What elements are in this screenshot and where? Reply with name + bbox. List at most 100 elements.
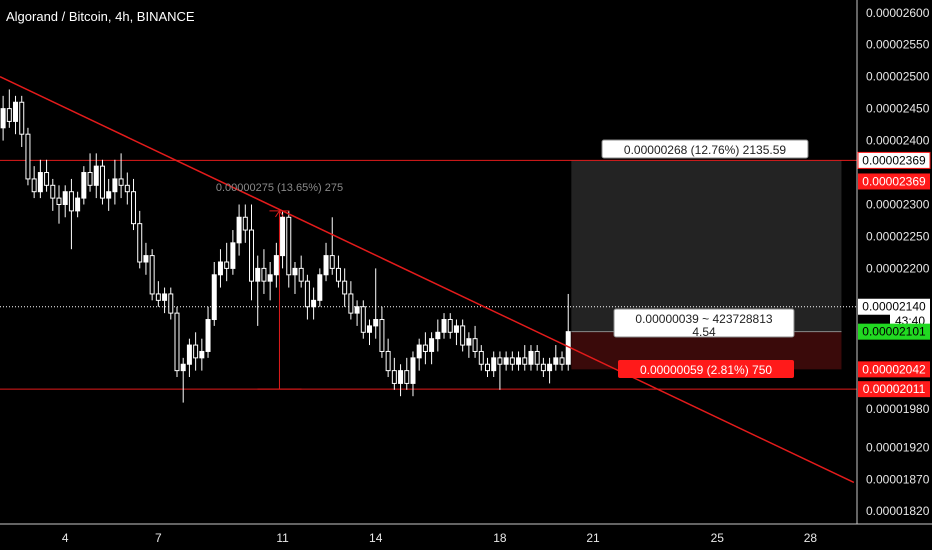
candle-body — [429, 338, 435, 352]
candle-body — [37, 172, 43, 193]
candle-body — [118, 178, 124, 186]
candle-body — [466, 338, 472, 346]
price-tag-box — [858, 173, 930, 190]
candle-body — [422, 344, 428, 352]
time-tick-label: 25 — [711, 531, 725, 545]
candle-body — [186, 344, 192, 365]
time-tick-label: 7 — [155, 531, 162, 545]
candle-body — [391, 370, 397, 384]
candle-body — [56, 197, 62, 205]
candle-body — [0, 108, 6, 129]
candle-body — [224, 261, 230, 269]
price-tag: 0.00002140 — [858, 298, 930, 315]
candle-body — [149, 255, 155, 295]
candle-body — [99, 165, 105, 199]
entry-label-box — [613, 308, 795, 338]
reference-lines — [0, 159, 857, 390]
price-tag-box — [858, 381, 930, 398]
candle-body — [280, 216, 286, 257]
time-tick-label: 28 — [804, 531, 818, 545]
target-label-text: 0.00000268 (12.76%) 2135.59 — [624, 143, 786, 157]
candle-body — [13, 101, 19, 122]
price-tag: 0.00002042 — [858, 361, 930, 378]
time-tick-label: 21 — [586, 531, 600, 545]
annotation-labels: 0.00000275 (13.65%) 275 0.00000268 (12.76… — [216, 139, 809, 378]
price-tick-label: 0.00002500 — [866, 70, 930, 84]
price-axis[interactable]: 0.00002600 0.00002550 0.00002500 0.00002450… — [866, 6, 930, 518]
candle-body — [447, 319, 453, 333]
candle-body — [168, 293, 174, 314]
candle-body — [329, 255, 335, 269]
price-tick-label: 0.00001820 — [866, 504, 930, 518]
candle-body — [193, 344, 199, 359]
candle-body — [50, 184, 56, 199]
price-tag: 0.00002011 — [858, 381, 930, 398]
candle-body — [317, 274, 323, 301]
price-tick-label: 0.00002550 — [866, 38, 930, 52]
time-axis[interactable]: 4 7 11 14 18 21 25 28 — [62, 531, 818, 545]
candle-body — [25, 133, 31, 180]
candle-body — [472, 338, 478, 352]
price-tag: 0.00002101 — [858, 323, 930, 340]
price-tag-box — [857, 151, 931, 169]
candle-body — [75, 197, 81, 212]
price-tick-label: 0.00002600 — [866, 6, 930, 20]
price-tag-box — [858, 298, 930, 315]
candle-body — [19, 101, 25, 135]
candle-body — [509, 357, 515, 365]
candle-body — [342, 280, 348, 295]
candle-body — [491, 357, 497, 372]
price-tag-text: 0.00002369 — [862, 174, 926, 188]
candle-body — [348, 293, 354, 314]
candle-body — [62, 191, 68, 205]
stop-label: 0.00000059 (2.81%) 750 — [618, 360, 794, 378]
candle-body — [367, 325, 373, 333]
time-tick-label: 11 — [276, 531, 289, 545]
price-tick-label: 0.00001980 — [866, 402, 930, 416]
price-tick-label: 0.00002300 — [866, 197, 930, 211]
candle-body — [547, 363, 553, 372]
target-label: 0.00000268 (12.76%) 2135.59 — [601, 139, 809, 159]
candle-body — [124, 184, 130, 193]
time-tick-label: 18 — [493, 531, 507, 545]
candle-body — [323, 255, 329, 276]
candle-body — [503, 357, 509, 365]
candle-series — [0, 89, 571, 403]
candle-body — [398, 370, 404, 384]
candle-body — [255, 267, 261, 282]
candle-body — [106, 191, 112, 199]
candle-body — [416, 344, 422, 359]
price-tag-text: 0.00002140 — [862, 300, 926, 314]
price-tick-label: 0.00001870 — [866, 472, 930, 486]
candle-body — [435, 331, 441, 340]
trendline — [0, 76, 855, 484]
candle-body — [441, 319, 447, 333]
candle-body — [534, 350, 540, 365]
candle-body — [137, 223, 143, 263]
candle-body — [217, 261, 223, 276]
candle-body — [540, 363, 546, 372]
price-tick-label: 0.00002400 — [866, 134, 930, 148]
candle-body — [410, 357, 416, 384]
candle-body — [87, 172, 93, 186]
candle-body — [522, 357, 528, 365]
price-tag-text: 0.00002101 — [862, 325, 926, 339]
candle-body — [497, 357, 503, 365]
candle-body — [174, 312, 180, 372]
price-tag-text: 0.00002042 — [862, 362, 926, 376]
candle-body — [385, 350, 391, 372]
entry-label-text: 4.54 — [692, 325, 716, 339]
candle-body — [199, 350, 205, 359]
stop-label-box — [618, 360, 794, 378]
price-tag: 0.00002369 — [857, 151, 931, 169]
candle-body — [230, 242, 236, 269]
measure-label: 0.00000275 (13.65%) 275 — [216, 182, 343, 194]
price-tag-text: 0.00002011 — [863, 382, 926, 396]
candle-body — [453, 325, 459, 333]
price-tags: 0.000023690.000023690.0000214043:400.000… — [857, 151, 931, 398]
candle-body — [286, 216, 292, 276]
candle-body — [81, 172, 87, 199]
candle-body — [304, 280, 310, 308]
